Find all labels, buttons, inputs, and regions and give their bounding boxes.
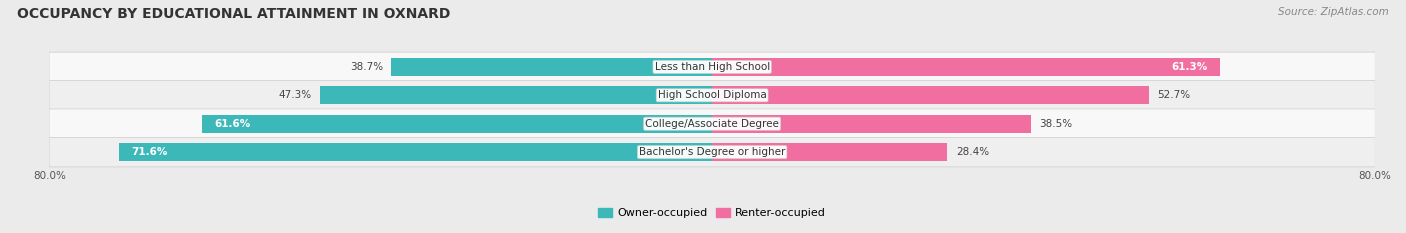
Text: 61.3%: 61.3% — [1171, 62, 1208, 72]
Text: Bachelor's Degree or higher: Bachelor's Degree or higher — [638, 147, 786, 157]
Bar — [120, 143, 713, 161]
Bar — [713, 86, 1149, 104]
Text: 38.7%: 38.7% — [350, 62, 384, 72]
FancyBboxPatch shape — [49, 81, 1375, 110]
Bar — [713, 58, 1220, 76]
Text: 28.4%: 28.4% — [956, 147, 988, 157]
Bar — [391, 58, 713, 76]
FancyBboxPatch shape — [49, 52, 1375, 82]
Legend: Owner-occupied, Renter-occupied: Owner-occupied, Renter-occupied — [593, 203, 831, 223]
FancyBboxPatch shape — [49, 109, 1375, 138]
Text: 52.7%: 52.7% — [1157, 90, 1191, 100]
Text: Less than High School: Less than High School — [655, 62, 769, 72]
Text: Source: ZipAtlas.com: Source: ZipAtlas.com — [1278, 7, 1389, 17]
Text: OCCUPANCY BY EDUCATIONAL ATTAINMENT IN OXNARD: OCCUPANCY BY EDUCATIONAL ATTAINMENT IN O… — [17, 7, 450, 21]
Text: High School Diploma: High School Diploma — [658, 90, 766, 100]
Text: 71.6%: 71.6% — [131, 147, 167, 157]
Text: 38.5%: 38.5% — [1039, 119, 1073, 129]
Bar — [321, 86, 713, 104]
Text: 61.6%: 61.6% — [214, 119, 250, 129]
Text: 47.3%: 47.3% — [278, 90, 312, 100]
FancyBboxPatch shape — [49, 137, 1375, 167]
Text: College/Associate Degree: College/Associate Degree — [645, 119, 779, 129]
Bar — [201, 115, 713, 133]
Bar — [713, 143, 948, 161]
Bar — [713, 115, 1031, 133]
